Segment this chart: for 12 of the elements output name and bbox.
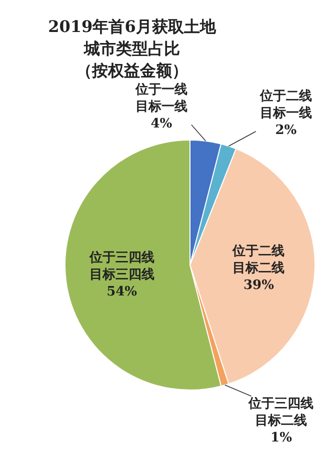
slice-label: 位于一线目标一线 xyxy=(134,82,188,114)
chart-title: 2019年首6月获取土地城市类型占比 xyxy=(47,16,218,60)
slice-label: 位于三四线目标二线 xyxy=(248,396,314,429)
data-label: 4% xyxy=(150,116,173,132)
data-label: 2% xyxy=(275,122,298,138)
slice-label: 位于二线目标一线 xyxy=(258,88,312,121)
data-label: 39% xyxy=(243,278,275,294)
slice-label: 位于二线目标二线 xyxy=(232,244,285,276)
chart-subtitle: （按权益金额） xyxy=(75,60,189,82)
data-label: 54% xyxy=(106,284,138,300)
slice-label: 位于三四线目标三四线 xyxy=(88,250,154,283)
data-label: 1% xyxy=(270,430,293,446)
